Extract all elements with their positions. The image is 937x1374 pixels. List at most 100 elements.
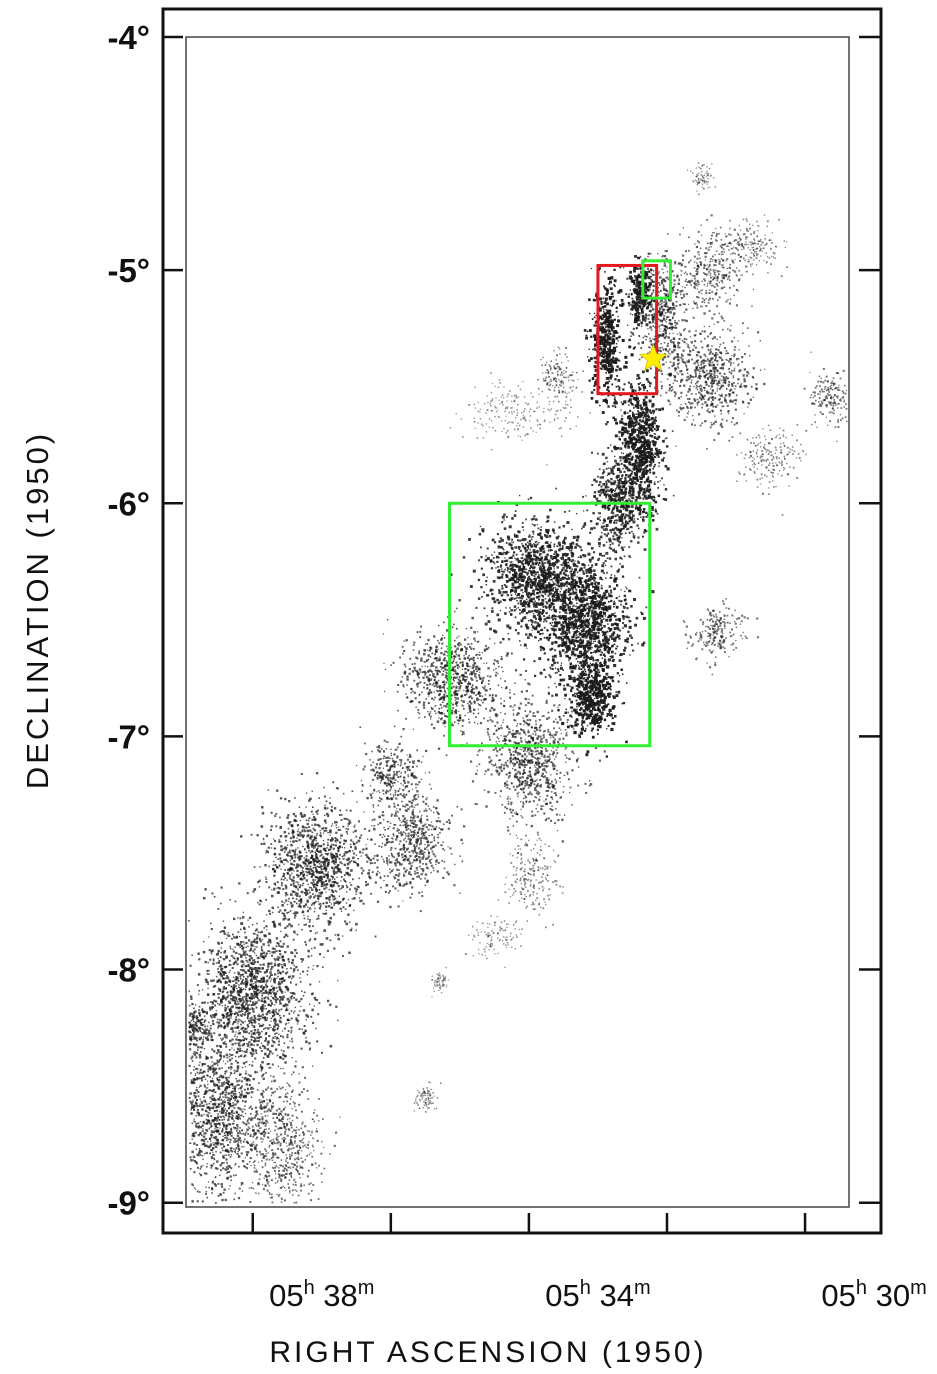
emission-dot xyxy=(630,459,633,461)
emission-dot xyxy=(624,456,628,459)
emission-dot xyxy=(648,441,651,444)
emission-dot xyxy=(613,482,615,485)
emission-dot xyxy=(670,341,673,344)
emission-dot xyxy=(598,341,602,345)
emission-dot xyxy=(602,341,604,344)
emission-dot xyxy=(715,259,718,262)
emission-dot xyxy=(667,336,669,338)
emission-dot xyxy=(547,388,550,391)
emission-dot xyxy=(599,468,601,470)
emission-dot xyxy=(732,252,735,254)
emission-dot xyxy=(488,426,490,428)
emission-dot xyxy=(560,371,563,374)
emission-dot xyxy=(748,243,750,245)
emission-dot xyxy=(624,491,627,494)
emission-dot xyxy=(726,359,728,361)
emission-dot xyxy=(709,358,712,360)
emission-dot xyxy=(656,512,659,515)
emission-dot xyxy=(738,349,740,351)
emission-dot xyxy=(764,444,766,446)
emission-dot xyxy=(750,469,752,471)
emission-dot xyxy=(688,280,691,283)
emission-dot xyxy=(708,362,710,365)
emission-dot xyxy=(710,377,712,380)
emission-dot xyxy=(618,535,621,538)
emission-dot xyxy=(754,472,756,475)
emission-dot xyxy=(681,373,684,376)
emission-dot xyxy=(688,249,690,252)
emission-dot xyxy=(638,389,640,392)
emission-dot xyxy=(780,474,783,477)
emission-dot xyxy=(516,621,520,625)
emission-dot xyxy=(674,369,676,372)
emission-dot xyxy=(622,267,625,269)
emission-dot xyxy=(530,544,534,548)
emission-dot xyxy=(766,458,768,461)
emission-dot xyxy=(503,551,505,553)
emission-dot xyxy=(642,535,644,538)
emission-dot xyxy=(728,245,730,247)
emission-dot xyxy=(673,283,676,286)
emission-dot xyxy=(520,418,522,421)
emission-dot xyxy=(678,346,681,349)
emission-dot xyxy=(706,242,709,245)
emission-dot xyxy=(698,391,700,394)
emission-dot xyxy=(554,550,557,554)
emission-dot xyxy=(612,321,614,323)
emission-dot xyxy=(680,297,683,299)
emission-dot xyxy=(538,598,540,601)
emission-dot xyxy=(631,422,634,424)
emission-dot xyxy=(643,301,647,304)
emission-dot xyxy=(639,462,643,466)
emission-dot xyxy=(733,362,735,364)
emission-dot xyxy=(536,622,540,625)
emission-dot xyxy=(717,432,720,435)
emission-dot xyxy=(834,426,837,429)
emission-dot xyxy=(652,409,656,413)
emission-dot xyxy=(635,395,638,397)
emission-dot xyxy=(565,370,567,373)
emission-dot xyxy=(742,246,745,249)
emission-dot xyxy=(495,567,497,569)
emission-dot xyxy=(635,443,637,445)
emission-dot xyxy=(620,533,622,536)
emission-dot xyxy=(660,381,662,383)
emission-dot xyxy=(708,364,711,366)
emission-dot xyxy=(673,279,676,282)
emission-dot xyxy=(678,359,680,361)
emission-dot xyxy=(731,369,733,372)
emission-dot xyxy=(611,542,614,545)
emission-dot xyxy=(602,338,606,341)
emission-dot xyxy=(705,405,708,407)
emission-dot xyxy=(692,316,695,319)
emission-region xyxy=(625,252,659,344)
emission-dot xyxy=(685,293,688,296)
emission-dot xyxy=(685,308,688,311)
emission-dot xyxy=(714,274,717,276)
emission-dot xyxy=(595,400,599,404)
emission-dot xyxy=(710,258,712,260)
emission-dot xyxy=(612,535,615,538)
emission-dot xyxy=(649,492,652,495)
emission-dot xyxy=(725,350,728,352)
emission-map xyxy=(188,162,848,1204)
emission-dot xyxy=(611,519,613,522)
emission-dot xyxy=(732,269,734,272)
emission-dot xyxy=(679,333,683,336)
emission-dot xyxy=(731,400,734,403)
emission-dot xyxy=(771,458,773,461)
emission-dot xyxy=(512,421,514,424)
emission-dot xyxy=(830,404,832,406)
emission-dot xyxy=(654,463,656,466)
emission-dot xyxy=(510,591,512,594)
emission-dot xyxy=(602,361,605,363)
emission-dot xyxy=(639,424,642,428)
emission-dot xyxy=(745,218,748,220)
emission-dot xyxy=(697,174,699,176)
emission-dot xyxy=(628,494,631,497)
emission-dot xyxy=(749,241,752,243)
emission-dot xyxy=(727,276,730,279)
emission-dot xyxy=(618,517,622,521)
emission-dot xyxy=(616,447,620,450)
emission-dot xyxy=(709,364,712,367)
